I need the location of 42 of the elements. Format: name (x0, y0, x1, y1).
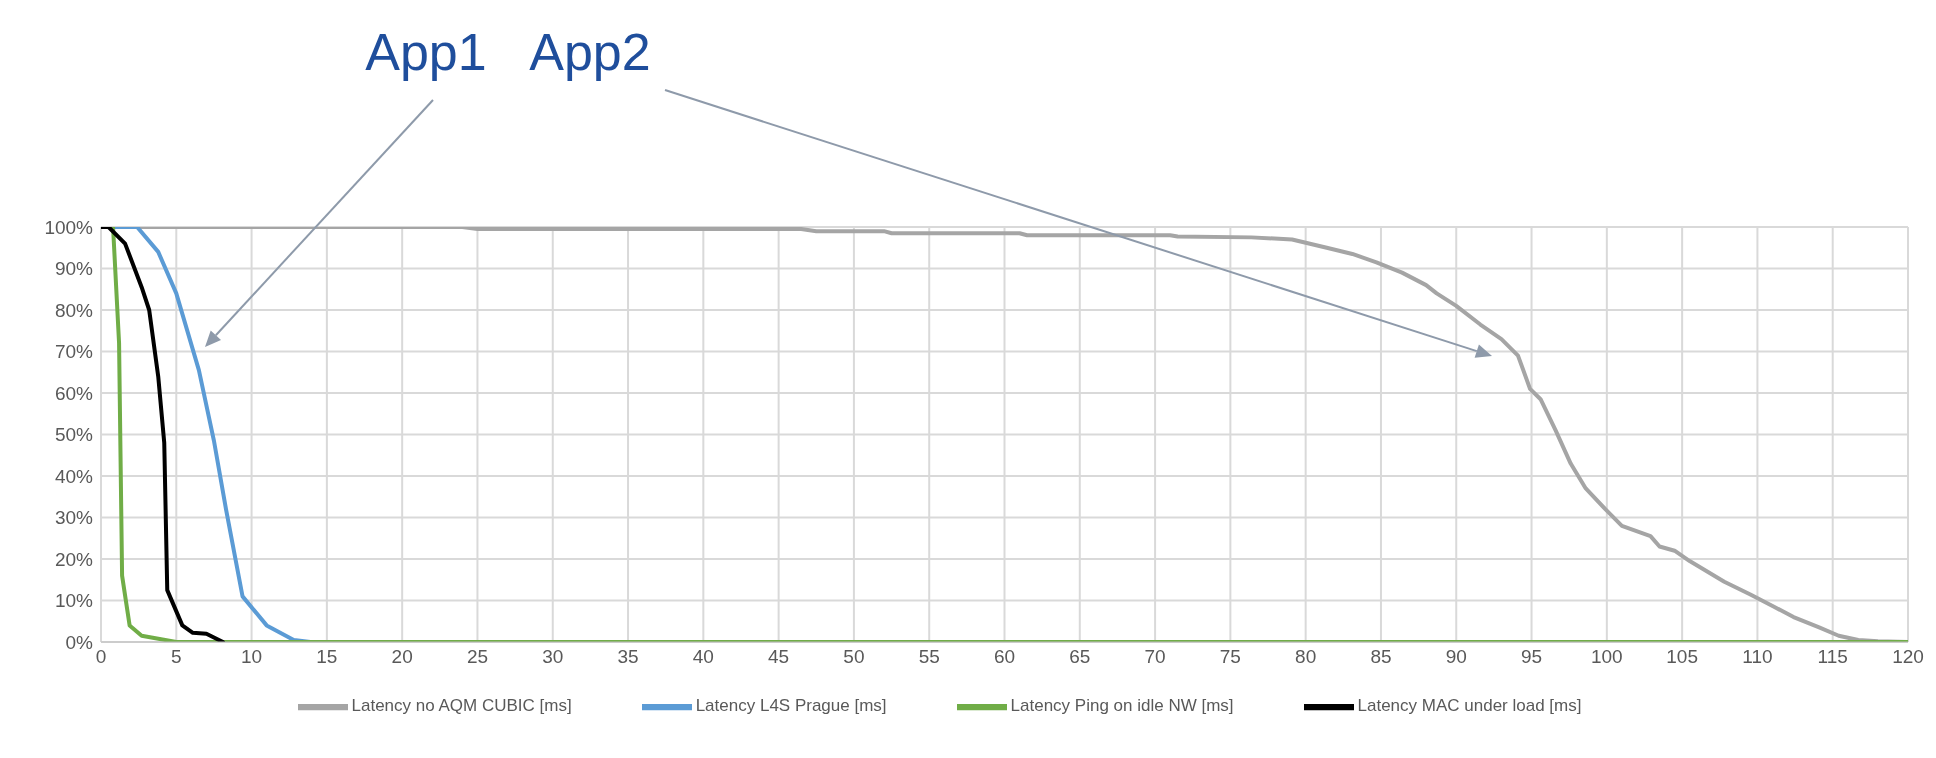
x-tick-label: 10 (241, 646, 263, 668)
legend-label: Latency MAC under load [ms] (1357, 696, 1582, 716)
y-tick-label: 40% (54, 465, 94, 487)
y-tick-label: 20% (54, 548, 94, 570)
legend-label: Latency no AQM CUBIC [ms] (351, 696, 572, 716)
y-tick-label: 90% (54, 258, 94, 280)
x-tick-label: 110 (1742, 646, 1773, 668)
y-tick-label: 10% (54, 590, 94, 612)
x-tick-label: 80 (1295, 646, 1317, 668)
y-tick-label: 0% (65, 631, 94, 653)
y-tick-label: 80% (54, 299, 94, 321)
x-tick-label: 90 (1445, 646, 1467, 668)
x-tick-label: 100 (1590, 646, 1623, 668)
text: App1 (365, 23, 487, 81)
x-tick-label: 120 (1892, 646, 1924, 668)
x-tick-label: 30 (542, 646, 564, 668)
text: App2 (529, 23, 651, 81)
x-tick-label: 105 (1666, 646, 1698, 668)
x-tick-label: 85 (1370, 646, 1392, 668)
x-tick-label: 0 (95, 646, 107, 668)
legend-label: Latency L4S Prague [ms] (695, 696, 887, 716)
x-tick-label: 95 (1520, 646, 1543, 668)
y-tick-label: 30% (54, 507, 94, 529)
y-tick-label: 70% (54, 341, 94, 363)
x-tick-label: 25 (466, 646, 489, 668)
x-tick-label: 65 (1069, 646, 1091, 668)
x-tick-label: 5 (171, 646, 182, 668)
y-tick-label: 100% (44, 216, 94, 238)
y-tick-label: 50% (54, 424, 94, 446)
x-tick-label: 55 (918, 646, 940, 668)
x-tick-label: 50 (843, 646, 865, 668)
x-tick-label: 45 (768, 646, 790, 668)
y-tick-label: 60% (54, 382, 94, 404)
x-tick-label: 35 (617, 646, 639, 668)
x-tick-label: 70 (1144, 646, 1166, 668)
x-tick-label: 115 (1817, 646, 1848, 668)
x-tick-label: 20 (391, 646, 413, 668)
x-tick-label: 40 (692, 646, 714, 668)
legend-label: Latency Ping on idle NW [ms] (1010, 696, 1234, 716)
x-tick-label: 15 (316, 646, 338, 668)
x-tick-label: 60 (993, 646, 1016, 668)
x-tick-label: 75 (1219, 646, 1241, 668)
